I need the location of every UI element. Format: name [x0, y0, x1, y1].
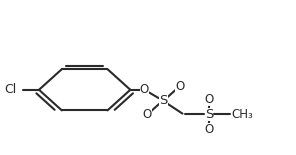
Text: S: S: [205, 108, 213, 121]
Text: O: O: [139, 83, 149, 96]
Text: O: O: [175, 80, 184, 93]
Text: O: O: [204, 123, 214, 136]
Text: O: O: [204, 93, 214, 106]
Text: CH₃: CH₃: [232, 108, 253, 121]
Text: Cl: Cl: [5, 83, 17, 96]
Text: O: O: [142, 108, 152, 121]
Text: S: S: [159, 94, 168, 107]
